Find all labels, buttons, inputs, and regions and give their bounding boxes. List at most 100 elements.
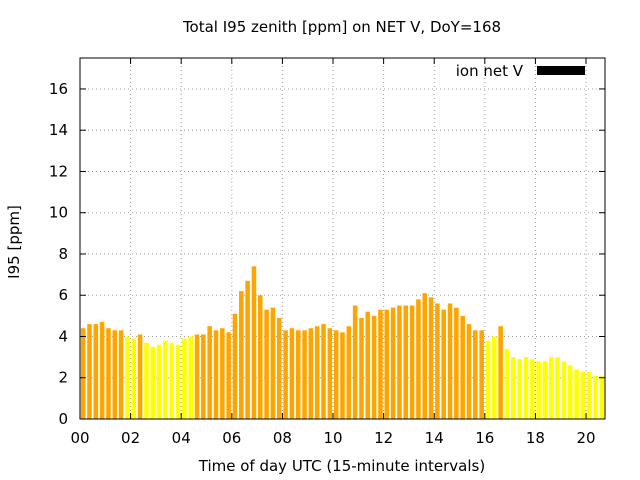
bar — [295, 330, 301, 419]
y-tick-label: 16 — [49, 80, 68, 98]
x-tick-label: 04 — [172, 429, 191, 447]
bar — [346, 326, 352, 419]
x-tick-label: 02 — [121, 429, 140, 447]
bar — [517, 359, 522, 419]
legend-label: ion net V — [456, 62, 524, 80]
bar — [435, 303, 440, 419]
bar — [485, 340, 491, 419]
bar — [340, 332, 345, 419]
bar — [188, 336, 193, 419]
bar — [156, 344, 162, 419]
bar — [232, 313, 238, 419]
bar — [99, 322, 105, 419]
bar — [460, 315, 465, 419]
y-tick-label: 4 — [58, 327, 68, 345]
bar — [264, 309, 269, 419]
bar — [251, 266, 257, 419]
x-tick-label: 08 — [273, 429, 292, 447]
bar — [428, 297, 434, 419]
x-tick-label: 00 — [70, 429, 89, 447]
x-tick-label: 16 — [475, 429, 494, 447]
bar — [397, 305, 402, 419]
bar — [593, 375, 598, 419]
bar — [194, 334, 200, 419]
bar — [403, 305, 409, 419]
bar — [239, 291, 244, 419]
y-tick-label: 6 — [58, 286, 68, 304]
bar — [359, 317, 364, 419]
bar — [144, 342, 149, 419]
bar — [270, 307, 276, 419]
bar — [511, 357, 516, 419]
bar — [378, 309, 383, 419]
bar — [586, 371, 592, 419]
bar — [390, 307, 396, 419]
x-tick-label: 10 — [323, 429, 342, 447]
bar — [314, 326, 320, 419]
bar — [201, 334, 206, 419]
bar — [131, 338, 137, 419]
bar — [112, 330, 118, 419]
bar — [302, 330, 307, 419]
grid — [80, 58, 605, 419]
bar — [213, 330, 219, 419]
bar — [182, 338, 187, 419]
bar — [555, 357, 560, 419]
legend-swatch — [537, 66, 585, 75]
bar — [137, 334, 143, 419]
bar — [466, 324, 472, 419]
ticks — [79, 58, 605, 420]
bar — [175, 344, 181, 419]
bar — [308, 328, 314, 419]
y-tick-label: 12 — [49, 162, 68, 180]
bar — [441, 309, 446, 419]
y-tick-label: 2 — [58, 369, 68, 387]
bar — [333, 330, 339, 419]
y-tick-label: 0 — [58, 410, 68, 428]
chart-title: Total I95 zenith [ppm] on NET V, DoY=168 — [182, 18, 501, 36]
legend: ion net V — [456, 62, 585, 80]
bar — [283, 330, 288, 419]
bar — [498, 326, 503, 419]
plot-frame — [79, 57, 606, 420]
bar — [536, 361, 541, 419]
bar — [473, 330, 478, 419]
bar — [207, 326, 212, 419]
bar — [580, 371, 586, 419]
bar — [409, 305, 415, 419]
bar — [289, 328, 295, 419]
y-tick-label: 10 — [49, 204, 68, 222]
bar — [93, 324, 99, 419]
x-tick-label: 06 — [222, 429, 241, 447]
bar — [454, 307, 459, 419]
bar — [276, 317, 282, 419]
bar — [245, 280, 250, 419]
bar — [542, 361, 548, 419]
bar — [80, 328, 86, 419]
bar — [567, 365, 573, 419]
bar — [371, 315, 377, 419]
x-axis-label: Time of day UTC (15-minute intervals) — [198, 457, 485, 475]
y-tick-label: 14 — [49, 121, 68, 139]
bar — [321, 324, 326, 419]
bar — [365, 311, 371, 419]
bar — [220, 328, 225, 419]
bars — [80, 266, 605, 419]
x-tick-label: 14 — [425, 429, 444, 447]
x-tick-label: 12 — [374, 429, 393, 447]
bar — [106, 328, 111, 419]
bar — [492, 336, 497, 419]
bar — [529, 359, 535, 419]
y-tick-label: 8 — [58, 245, 68, 263]
bar — [150, 346, 156, 419]
bar — [118, 330, 124, 419]
bar — [504, 348, 510, 419]
bar — [548, 357, 554, 419]
bar — [384, 309, 390, 419]
bar — [422, 293, 427, 419]
bar — [479, 330, 484, 419]
bar — [163, 340, 168, 419]
bar — [599, 375, 605, 419]
